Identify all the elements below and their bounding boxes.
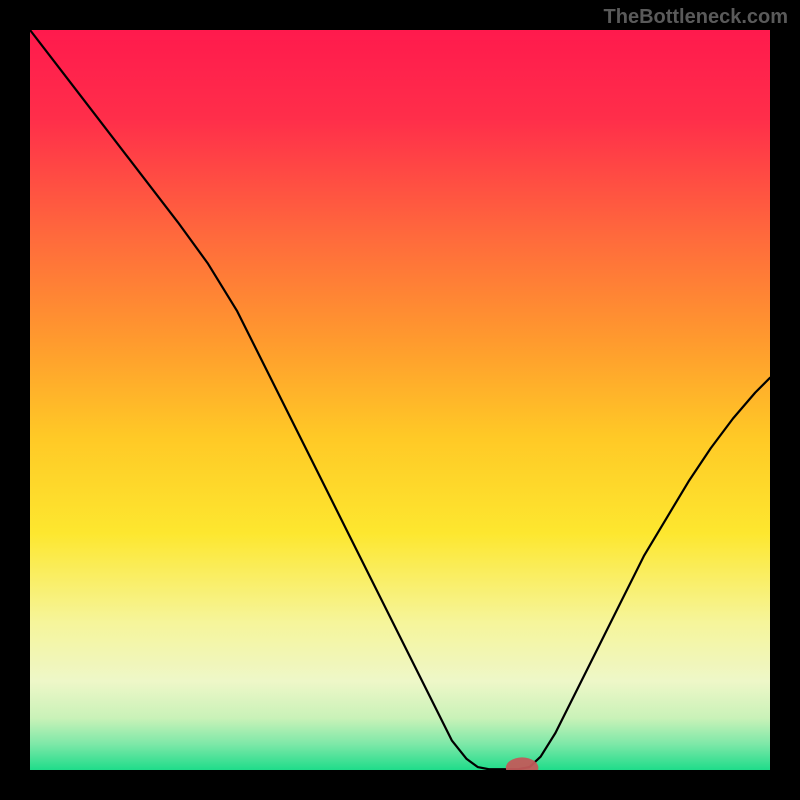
watermark-text: TheBottleneck.com — [604, 6, 788, 29]
chart-container: TheBottleneck.com — [0, 0, 800, 800]
gradient-background — [30, 30, 770, 770]
plot-area — [30, 30, 770, 770]
plot-svg — [30, 30, 770, 770]
